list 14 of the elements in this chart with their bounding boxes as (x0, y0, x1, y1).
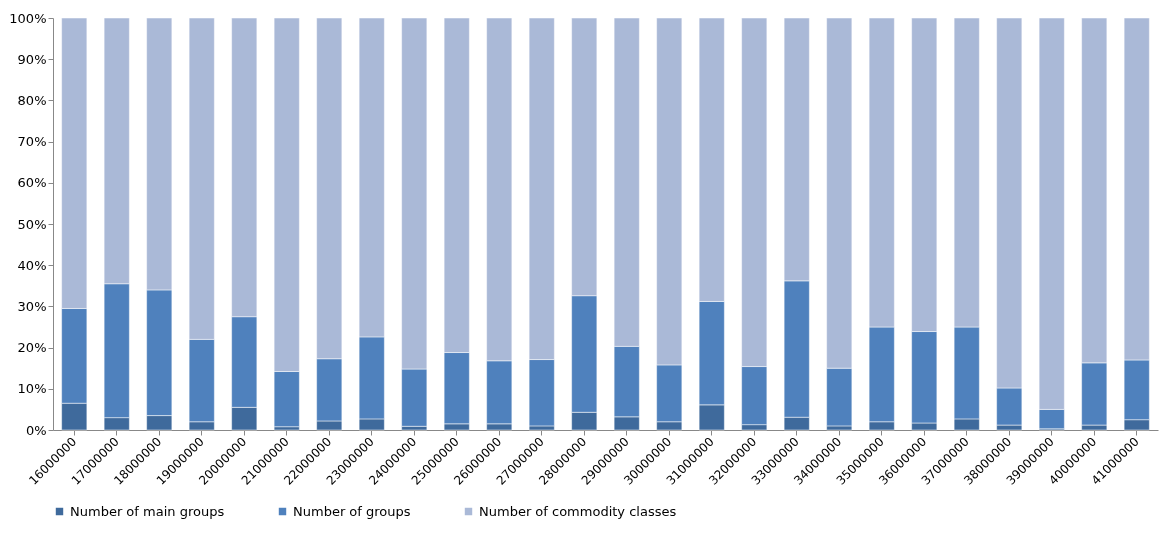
y-tick-label: 70% (17, 134, 47, 150)
legend-label: Number of groups (293, 503, 411, 519)
legend-label: Number of commodity classes (479, 503, 677, 519)
legend-label: Number of main groups (70, 503, 225, 519)
y-tick-label: 80% (17, 92, 47, 108)
y-tick-label: 30% (17, 298, 47, 314)
y-tick-label: 90% (17, 51, 47, 67)
y-tick-label: 40% (17, 257, 47, 273)
y-tick-label: 0% (25, 422, 47, 438)
y-tick-label: 10% (17, 381, 47, 397)
y-tick-label: 20% (17, 340, 47, 356)
y-tick-label: 60% (17, 175, 47, 191)
y-tick-label: 50% (17, 216, 47, 232)
y-tick-label: 100% (9, 10, 47, 26)
